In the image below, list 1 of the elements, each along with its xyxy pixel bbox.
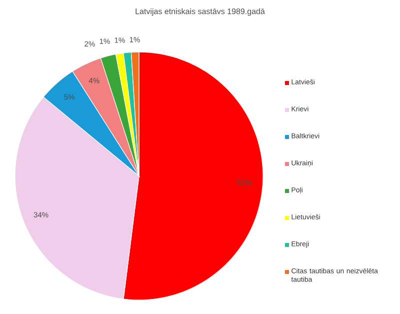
chart-title: Latvijas etniskais sastāvs 1989.gadā xyxy=(136,8,265,16)
